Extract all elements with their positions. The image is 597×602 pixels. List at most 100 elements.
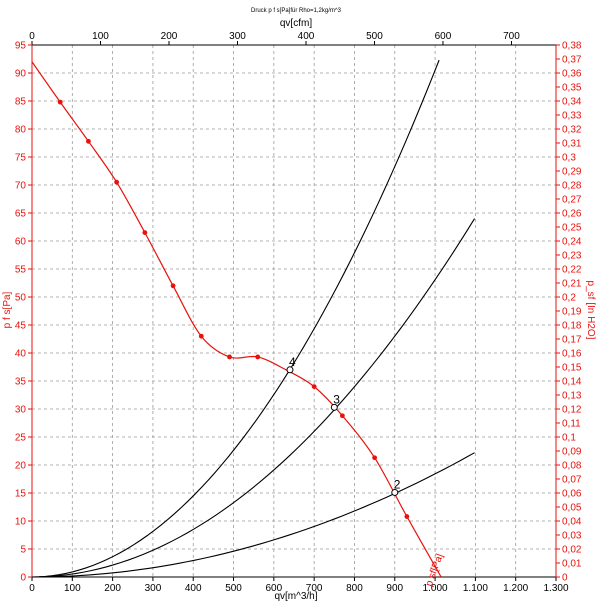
top-tick-label: 400 [298,31,315,42]
right-tick-label: 0,1 [562,433,576,444]
right-tick-label: 0,09 [562,447,582,458]
right-tick-label: 0,29 [562,167,582,178]
left-tick-label: 55 [15,265,27,276]
fan-curve-marker [142,230,148,236]
top-tick-label: 100 [92,31,109,42]
system-curve-2 [31,218,476,578]
right-tick-label: 0,05 [562,503,582,514]
right-tick-label: 0,19 [562,307,582,318]
left-tick-label: 40 [15,349,27,360]
bottom-tick-label: 1.000 [423,583,448,594]
left-tick-label: 65 [15,209,27,220]
right-tick-label: 0,24 [562,237,582,248]
top-tick-label: 600 [435,31,452,42]
right-tick-label: 0,34 [562,97,582,108]
system-curve-3 [31,452,475,578]
right-tick-label: 0,3 [562,153,576,164]
left-tick-label: 5 [20,545,26,556]
bottom-tick-label: 200 [104,583,121,594]
right-tick-label: 0,07 [562,475,582,486]
right-tick-label: 0 [562,573,568,584]
left-tick-label: 25 [15,433,27,444]
chart-title: Druck p f s[Pa]für Rho=1,2kg/m^3 [251,8,342,14]
bottom-axis-label: qv[m^3/h] [274,591,317,602]
right-tick-label: 0,02 [562,545,582,556]
right-tick-label: 0,31 [562,139,582,150]
fan-curve-marker [170,283,176,289]
right-tick-label: 0,06 [562,489,582,500]
fan-curve-marker [255,354,261,360]
fan-curve-marker [86,138,91,144]
bottom-tick-label: 400 [185,583,202,594]
operating-point-label: 4 [289,355,296,369]
right-tick-label: 0,03 [562,531,582,542]
bottom-tick-label: 300 [145,583,162,594]
bottom-tick-label: 800 [346,583,363,594]
operating-points: 4 3 2 [286,355,401,496]
right-tick-label: 0,12 [562,405,582,416]
right-tick-label: 0,25 [562,223,582,234]
right-tick-label: 0,22 [562,265,582,276]
right-tick-label: 0,37 [562,55,582,66]
right-tick-label: 0,11 [562,419,581,430]
bottom-tick-label: 1.300 [543,583,568,594]
system-curve-1 [31,59,440,578]
right-tick-label: 0,38 [562,41,582,52]
left-tick-label: 0 [20,573,26,584]
left-tick-label: 95 [15,41,27,52]
fan-curve-marker [311,384,317,389]
top-tick-label: 0 [29,31,35,42]
top-tick-label: 300 [229,31,246,42]
left-tick-label: 70 [15,181,27,192]
bottom-tick-label: 1.100 [463,583,488,594]
left-tick-label: 10 [15,517,27,528]
left-tick-label: 80 [15,125,27,136]
right-tick-label: 0,33 [562,111,582,122]
fan-curve-marker [198,333,204,339]
fan-curve-marker [227,354,232,360]
bottom-tick-label: 0 [29,583,35,594]
left-tick-label: 60 [15,237,27,248]
left-tick-label: 75 [15,153,27,164]
top-tick-label: 500 [366,31,383,42]
bottom-tick-label: 500 [225,583,242,594]
axes [31,44,557,578]
operating-point-label: 3 [333,392,340,406]
bottom-tick-label: 1.200 [503,583,528,594]
right-tick-label: 0,26 [562,209,582,220]
left-tick-label: 50 [15,293,27,304]
right-tick-label: 0,23 [562,251,582,262]
bottom-tick-label: 600 [266,583,283,594]
left-tick-label: 90 [15,69,27,80]
bottom-tick-label: 900 [386,583,403,594]
grid [32,45,556,577]
fan-curve-marker [404,514,410,519]
right-tick-label: 0,36 [562,69,582,80]
left-tick-label: 45 [15,321,27,332]
right-tick-label: 0,08 [562,461,582,472]
bottom-tick-label: 700 [306,583,323,594]
right-tick-label: 0,01 [562,559,582,570]
tick-labels: 0 100 200 300 400 500 600 700 800 900 1.000 1.100 1.… [15,31,582,594]
operating-point-label: 2 [394,477,401,491]
operating-point-marker [286,366,294,374]
right-tick-label: 0,35 [562,83,582,94]
right-tick-label: 0,32 [562,125,582,136]
right-tick-label: 0,04 [562,517,582,528]
operating-point-marker [391,488,399,496]
right-tick-label: 0,28 [562,181,582,192]
left-tick-label: 20 [15,461,27,472]
left-tick-label: 35 [15,377,27,388]
fan-curve-marker [114,179,120,185]
fan-curve-marker [339,413,345,419]
top-axis-label: qv[cfm] [280,18,312,29]
right-tick-label: 0,27 [562,195,582,206]
left-tick-label: 85 [15,97,27,108]
top-tick-label: 700 [503,31,520,42]
right-tick-label: 0,15 [562,363,582,374]
right-tick-label: 0,16 [562,349,582,360]
right-tick-label: 0,14 [562,377,582,388]
right-tick-label: 0,13 [562,391,582,402]
right-tick-label: 0,17 [562,335,582,346]
